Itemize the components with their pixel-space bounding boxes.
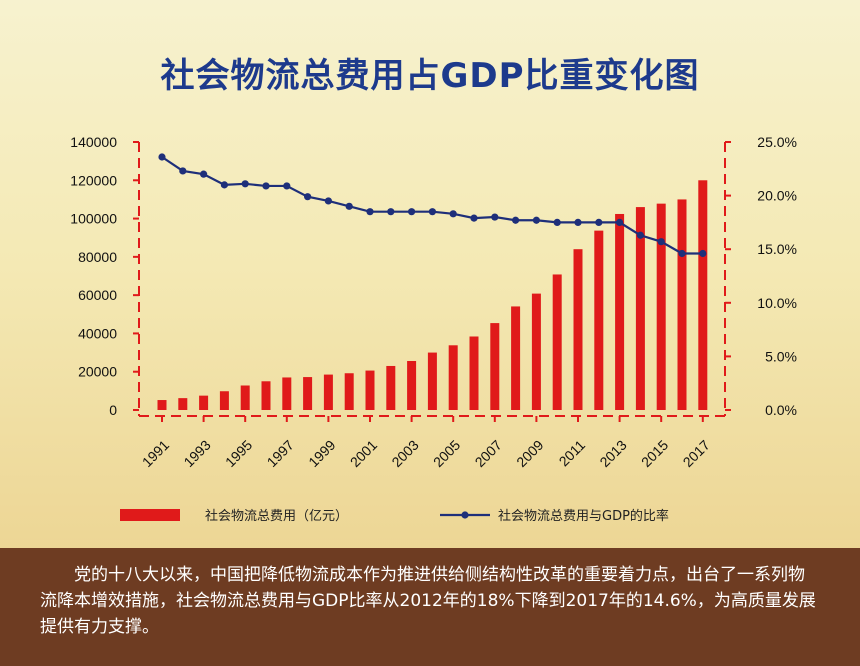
legend-line-label: 社会物流总费用与GDP的比率 xyxy=(498,508,669,524)
bar-1995 xyxy=(240,385,250,410)
bar-1991 xyxy=(157,400,167,410)
x-axis-tick-label: 1999 xyxy=(305,437,338,470)
bar-1993 xyxy=(199,395,209,410)
right-axis-tick-label: 10.0% xyxy=(757,295,797,311)
right-axis-tick-label: 20.0% xyxy=(757,188,797,204)
x-axis-tick-label: 1993 xyxy=(180,437,213,470)
bar-1997 xyxy=(282,377,292,410)
right-axis-tick-label: 0.0% xyxy=(765,402,797,418)
bar-2013 xyxy=(615,213,625,410)
ratio-point-2015 xyxy=(657,238,665,246)
bar-2008 xyxy=(511,306,521,410)
ratio-point-2002 xyxy=(387,208,395,216)
bar-1992 xyxy=(178,398,188,410)
ratio-point-2006 xyxy=(470,214,478,222)
x-axis-tick-label: 2017 xyxy=(680,437,713,470)
bar-1994 xyxy=(219,391,229,410)
ratio-point-1998 xyxy=(304,193,312,201)
bar-2000 xyxy=(344,373,354,410)
description-panel: 党的十八大以来，中国把降低物流成本作为推进供给侧结构性改革的重要着力点，出台了一… xyxy=(0,548,860,666)
left-axis-tick-label: 100000 xyxy=(70,211,117,227)
bar-2016 xyxy=(677,199,687,410)
chart-svg: 0 20000 40000 60000 80000 100000 120000 140000 0… xyxy=(70,134,797,524)
legend-bar-label: 社会物流总费用（亿元） xyxy=(205,508,348,524)
x-axis-tick-label: 1995 xyxy=(222,437,255,470)
left-axis-tick-label: 20000 xyxy=(78,364,117,380)
x-axis-tick-label: 2011 xyxy=(556,437,589,470)
ratio-point-1991 xyxy=(158,153,166,161)
x-axis-tick-label: 2003 xyxy=(388,437,421,470)
x-axis-tick-label: 1997 xyxy=(264,437,297,470)
description-text: 党的十八大以来，中国把降低物流成本作为推进供给侧结构性改革的重要着力点，出台了一… xyxy=(40,565,816,637)
ratio-point-1997 xyxy=(283,182,291,190)
ratio-point-1999 xyxy=(324,197,332,205)
chart-title: 社会物流总费用占GDP比重变化图 xyxy=(160,56,700,96)
x-axis-tick-label: 2005 xyxy=(430,437,463,470)
bar-2005 xyxy=(448,345,458,410)
x-axis-tick-label: 2001 xyxy=(347,437,380,470)
right-axis-tick-label: 5.0% xyxy=(765,348,797,364)
x-axis-tick-label: 2015 xyxy=(638,437,671,470)
x-axis-tick-label: 2009 xyxy=(513,437,546,470)
ratio-point-1996 xyxy=(262,182,270,190)
ratio-point-2008 xyxy=(511,216,520,224)
bar-1998 xyxy=(303,377,313,410)
ratio-point-1993 xyxy=(200,170,208,178)
ratio-point-2007 xyxy=(491,213,499,221)
ratio-point-2011 xyxy=(574,218,582,226)
bar-2007 xyxy=(490,323,500,410)
bar-2003 xyxy=(407,360,417,410)
ratio-point-1992 xyxy=(179,167,187,175)
ratio-point-2014 xyxy=(636,231,645,239)
bar-2012 xyxy=(594,230,604,410)
bar-2009 xyxy=(531,293,541,410)
left-axis-tick-label: 80000 xyxy=(78,249,117,265)
bar-2014 xyxy=(635,207,645,410)
left-axis-tick-label: 0 xyxy=(109,402,117,418)
ratio-point-2016 xyxy=(678,249,686,258)
ratio-point-2012 xyxy=(595,218,603,226)
bar-2015 xyxy=(656,203,666,410)
ratio-point-2009 xyxy=(532,216,541,224)
bar-2004 xyxy=(427,352,437,410)
left-axis-tick-label: 120000 xyxy=(70,172,117,188)
left-axis-tick-label: 40000 xyxy=(78,325,117,341)
ratio-point-2000 xyxy=(345,202,353,210)
ratio-point-1995 xyxy=(241,180,249,188)
bar-2001 xyxy=(365,370,375,410)
ratio-point-2005 xyxy=(449,210,457,218)
bar-1996 xyxy=(261,381,271,410)
x-axis-tick-label: 2013 xyxy=(596,437,629,470)
bar-1999 xyxy=(323,374,333,410)
bar-2010 xyxy=(552,274,562,410)
bar-2011 xyxy=(573,249,583,410)
ratio-point-1994 xyxy=(220,181,228,189)
ratio-point-2013 xyxy=(616,218,624,226)
ratio-point-2003 xyxy=(408,208,416,216)
x-axis-tick-label: 1991 xyxy=(139,437,172,470)
left-axis-tick-label: 60000 xyxy=(78,287,117,303)
legend-line-marker xyxy=(461,511,469,519)
bar-2017 xyxy=(698,180,708,410)
ratio-point-2004 xyxy=(428,208,436,216)
ratio-point-2001 xyxy=(366,208,374,216)
ratio-point-2010 xyxy=(553,218,561,226)
right-axis-tick-label: 15.0% xyxy=(757,241,797,257)
legend-bar-swatch xyxy=(120,509,180,521)
right-axis-tick-label: 25.0% xyxy=(757,134,797,150)
bar-2006 xyxy=(469,336,479,410)
ratio-point-2017 xyxy=(699,249,707,258)
left-axis-tick-label: 140000 xyxy=(70,134,117,150)
x-axis-tick-label: 2007 xyxy=(472,437,505,470)
bar-2002 xyxy=(386,365,396,410)
